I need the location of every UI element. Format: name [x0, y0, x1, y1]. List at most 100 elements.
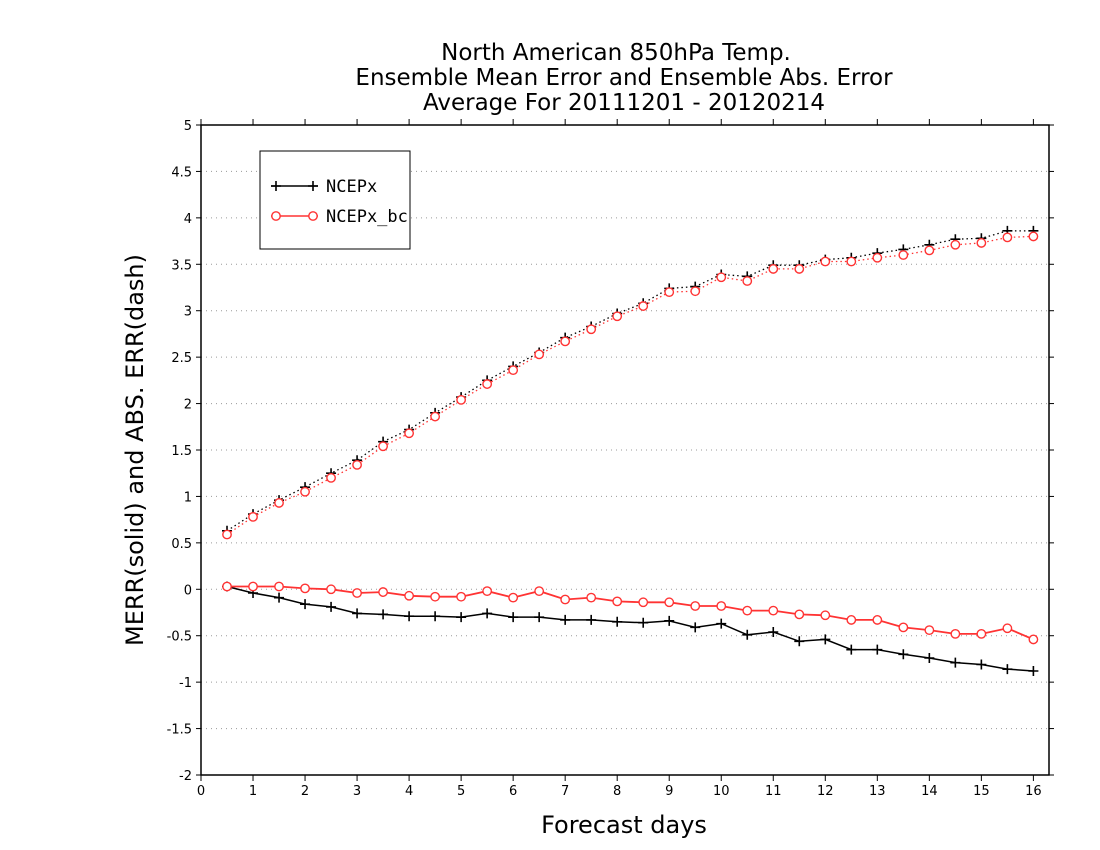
- y-tick-label: -0.5: [167, 630, 192, 645]
- NCEPx_bc-abs-err-point: [404, 428, 414, 439]
- y-tick-label: 1.5: [171, 444, 192, 459]
- NCEPx-merr-point: [482, 608, 493, 619]
- NCEPx_bc-merr-point: [222, 581, 232, 592]
- NCEPx-merr-point: [1002, 664, 1013, 675]
- NCEPx_bc-merr-point: [690, 601, 701, 611]
- NCEPx_bc-merr-point: [300, 583, 310, 594]
- NCEPx-merr-point: [326, 601, 337, 612]
- NCEPx_bc-abs-err-point: [950, 239, 961, 250]
- NCEPx-merr-point: [378, 609, 389, 620]
- NCEPx_bc-merr-point: [430, 591, 441, 602]
- x-tick-label: 8: [613, 784, 621, 799]
- NCEPx-merr-point: [924, 653, 935, 663]
- chart-title-line-2: Ensemble Mean Error and Ensemble Abs. Er…: [355, 65, 893, 91]
- NCEPx-merr-point: [508, 612, 519, 623]
- x-axis-label: Forecast days: [541, 811, 707, 839]
- NCEPx_bc-merr-point: [924, 625, 935, 636]
- NCEPx_bc-abs-err-point: [222, 529, 232, 540]
- NCEPx_bc-merr-point: [872, 615, 883, 625]
- NCEPx_bc-abs-err-point: [976, 238, 987, 248]
- NCEPx_bc-merr-point: [508, 592, 519, 603]
- NCEPx_bc-abs-err-point: [586, 324, 597, 335]
- y-tick-label: -2: [179, 769, 192, 784]
- x-tick-label: 16: [1025, 784, 1042, 799]
- NCEPx-merr-point: [820, 634, 831, 645]
- x-tick-label: 3: [353, 784, 361, 799]
- NCEPx_bc-merr-point: [404, 590, 414, 601]
- NCEPx_bc-abs-err-point: [560, 336, 571, 347]
- x-tick-label: 7: [561, 784, 569, 799]
- NCEPx_bc-abs-err-point: [638, 301, 649, 311]
- NCEPx_bc-abs-err-point: [1002, 232, 1013, 243]
- NCEPx_bc-merr-point: [612, 596, 623, 607]
- NCEPx_bc-abs-err-point: [898, 250, 909, 260]
- y-tick-label: 0: [184, 583, 192, 598]
- x-tick-label: 10: [713, 784, 730, 799]
- NCEPx-abs-err-line: [226, 230, 1034, 532]
- series-NCEPx: [222, 225, 1039, 676]
- NCEPx_bc-abs-err-point: [326, 472, 336, 483]
- x-tick-label: 11: [765, 784, 782, 799]
- NCEPx-merr-point: [872, 644, 883, 655]
- legend-marker-NCEPx_bc: [308, 211, 318, 221]
- NCEPx-merr-point: [638, 617, 649, 628]
- NCEPx_bc-merr-point: [248, 581, 258, 592]
- NCEPx-merr-point: [456, 612, 467, 623]
- y-tick-label: 4: [184, 212, 192, 227]
- series-NCEPx_bc: [222, 231, 1039, 645]
- NCEPx_bc-merr-point: [586, 592, 597, 603]
- NCEPx_bc-merr-point: [326, 584, 336, 595]
- legend-marker-NCEPx: [271, 181, 281, 191]
- NCEPx_bc-merr-line: [227, 585, 1034, 641]
- plot-frame: [200, 124, 1050, 776]
- NCEPx_bc-abs-err-point: [846, 256, 857, 267]
- x-tick-label: 15: [973, 784, 990, 799]
- NCEPx_bc-merr-point: [638, 597, 649, 608]
- NCEPx-merr-point: [898, 649, 909, 660]
- y-tick-label: 5: [184, 119, 192, 134]
- NCEPx_bc-abs-err-point: [924, 245, 935, 256]
- NCEPx-merr-point: [950, 657, 961, 668]
- NCEPx_bc-merr-point: [820, 610, 831, 621]
- NCEPx_bc-abs-err-line: [226, 235, 1034, 536]
- x-tick-label: 4: [405, 784, 413, 799]
- NCEPx_bc-merr-point: [534, 586, 545, 597]
- NCEPx_bc-abs-err-point: [768, 264, 779, 274]
- NCEPx_bc-abs-err-point: [430, 411, 441, 422]
- NCEPx-merr-point: [274, 592, 285, 603]
- NCEPx_bc-abs-err-point: [508, 365, 519, 376]
- NCEPx_bc-merr-point: [1028, 634, 1039, 645]
- NCEPx_bc-merr-point: [742, 605, 753, 616]
- x-tick-label: 2: [301, 784, 309, 799]
- NCEPx_bc-abs-err-point: [456, 394, 467, 405]
- NCEPx-merr-point: [846, 644, 857, 655]
- NCEPx_bc-abs-err-point: [1028, 231, 1039, 242]
- NCEPx_bc-abs-err-point: [378, 441, 388, 452]
- NCEPx_bc-merr-point: [274, 581, 284, 592]
- y-tick-label: 0.5: [171, 537, 192, 552]
- grid-lines: [201, 170, 1049, 730]
- y-tick-label: 2: [184, 398, 192, 413]
- y-axis-label: MERR(solid) and ABS. ERR(dash): [121, 254, 149, 646]
- NCEPx_bc-abs-err-point: [872, 252, 883, 263]
- NCEPx_bc-merr-point: [950, 628, 961, 639]
- NCEPx-merr-point: [560, 614, 571, 625]
- NCEPx_bc-abs-err-point: [820, 256, 831, 267]
- y-tick-label: 3: [184, 305, 192, 320]
- NCEPx_bc-abs-err-point: [300, 486, 310, 497]
- axes: -2-1.5-1-0.500.511.522.533.544.550 1 2 3 4 5 6…: [167, 119, 1054, 799]
- y-tick-label: 1: [184, 490, 192, 505]
- chart-title: North American 850hPa Temp. Ensemble Mea…: [355, 40, 893, 116]
- x-tick-label: 5: [457, 784, 465, 799]
- NCEPx_bc-abs-err-point: [482, 379, 493, 389]
- NCEPx-merr-point: [352, 608, 363, 619]
- legend-label-NCEPx: NCEPx: [326, 177, 377, 197]
- NCEPx_bc-merr-point: [456, 591, 467, 602]
- NCEPx_bc-abs-err-point: [690, 286, 701, 297]
- NCEPx-merr-point: [794, 636, 805, 647]
- NCEPx_bc-abs-err-point: [716, 272, 727, 283]
- data-series: [222, 225, 1039, 676]
- NCEPx-merr-point: [768, 627, 779, 637]
- y-tick-label: -1: [179, 676, 192, 691]
